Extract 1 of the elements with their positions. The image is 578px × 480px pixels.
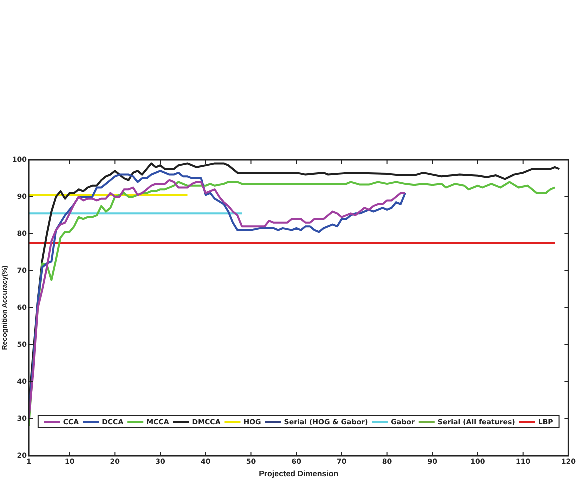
x-axis-title: Projected Dimension: [259, 469, 339, 478]
